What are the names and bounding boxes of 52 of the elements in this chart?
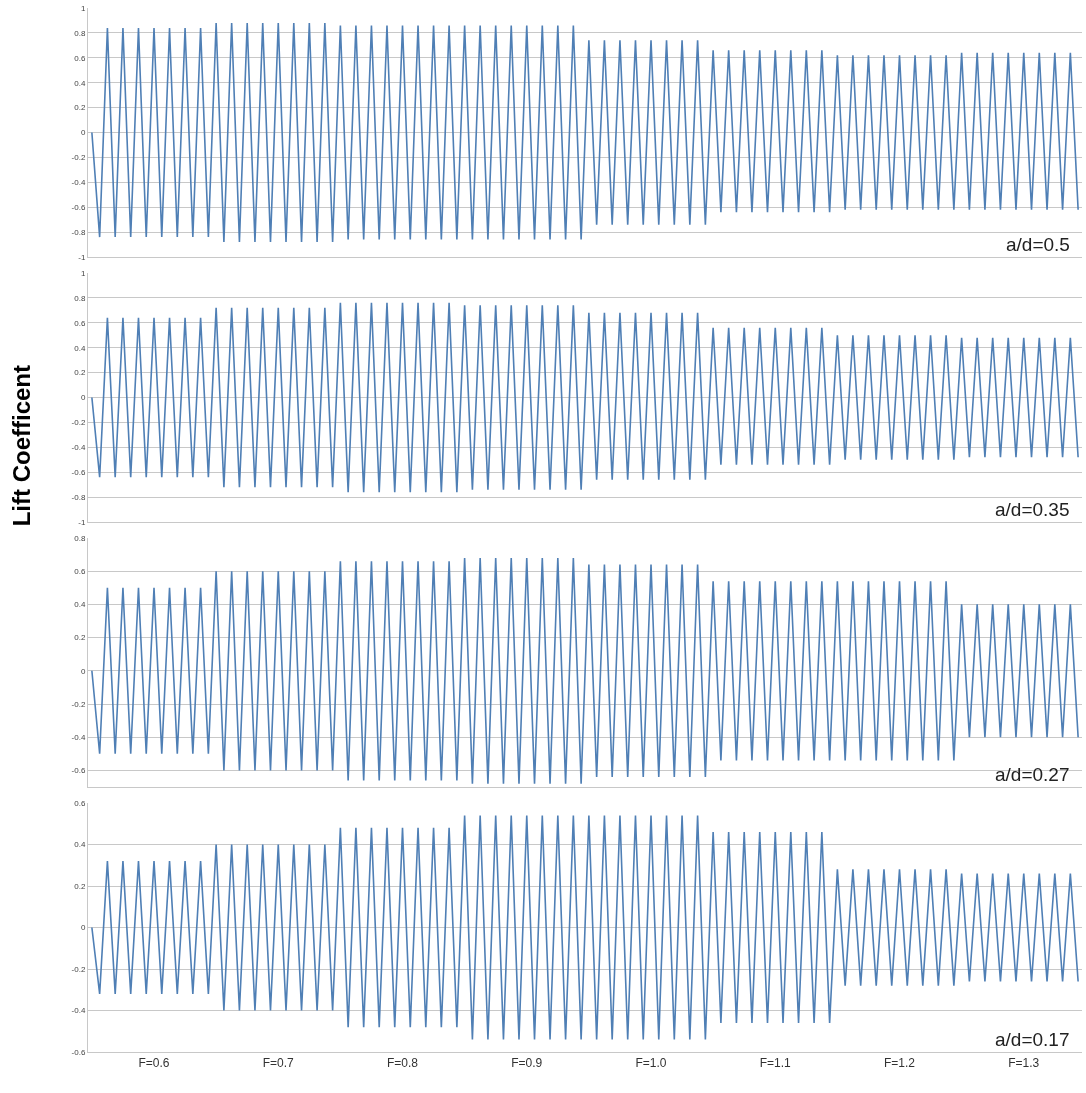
y-tick-label: -0.4 [71, 733, 86, 742]
y-tick-label: 0.8 [74, 293, 86, 303]
y-tick-label: 0.4 [74, 840, 86, 850]
y-tick-label: -0.4 [71, 1006, 86, 1016]
y-tick-label: -0.8 [71, 492, 86, 502]
x-tick-label: F=1.1 [759, 1056, 792, 1071]
y-tick-label: -0.2 [71, 418, 86, 428]
y-tick-label: 0.2 [74, 881, 86, 891]
y-tick-label: -0.2 [71, 699, 86, 709]
annotation: a/d=0.17 [995, 1029, 1070, 1050]
y-tick-label: 0.6 [74, 798, 86, 808]
y-tick-label: -0.6 [71, 203, 86, 212]
y-axis-title: Lift Coefficent [8, 364, 36, 526]
y-tick-label: -0.2 [71, 153, 86, 163]
y-tick-label: 0.2 [74, 633, 86, 643]
y-tick-label: 1 [80, 268, 86, 278]
y-tick-label: 0 [80, 923, 86, 933]
y-tick-label: 0.4 [74, 78, 86, 88]
y-tick-label: 0.4 [74, 600, 86, 610]
line-series [91, 557, 1079, 785]
x-tick-label: F=0.8 [386, 1056, 419, 1071]
x-tick-label: F=1.0 [635, 1056, 667, 1071]
y-tick-label: -0.6 [71, 468, 86, 477]
annotation: a/d=0.27 [995, 764, 1070, 785]
y-tick-label: -0.6 [71, 766, 86, 776]
y-tick-label: 0.2 [74, 103, 86, 113]
annotation: a/d=0.5 [1006, 234, 1070, 255]
annotation: a/d=0.35 [995, 499, 1070, 520]
y-tick-label: -0.8 [71, 227, 86, 237]
y-tick-label: -0.4 [71, 443, 86, 453]
line-series [91, 302, 1079, 493]
y-tick-label: 0.8 [74, 533, 86, 543]
y-tick-label: 0.6 [74, 53, 86, 63]
x-tick-label: F=0.6 [138, 1056, 170, 1071]
y-tick-label: 0 [80, 666, 86, 676]
y-tick-label: -0.4 [71, 178, 86, 188]
y-tick-label: 0 [80, 393, 86, 403]
y-tick-label: 0.8 [74, 28, 86, 38]
y-tick-label: -1 [78, 517, 86, 527]
x-tick-label: F=1.2 [883, 1056, 916, 1071]
y-tick-label: 0.2 [74, 368, 86, 378]
x-tick-label: F=0.9 [511, 1056, 543, 1071]
y-tick-label: -0.6 [71, 1047, 86, 1057]
x-tick-label: F=0.7 [262, 1056, 295, 1071]
y-tick-label: 0 [80, 128, 86, 138]
y-tick-label: 0.4 [74, 343, 86, 353]
y-tick-label: 0.6 [74, 567, 86, 576]
y-tick-label: 0.6 [74, 318, 86, 328]
y-tick-label: -0.2 [71, 964, 86, 974]
y-tick-label: -1 [78, 252, 86, 262]
y-tick-label: 1 [80, 3, 86, 13]
x-tick-label: F=1.3 [1008, 1056, 1040, 1071]
